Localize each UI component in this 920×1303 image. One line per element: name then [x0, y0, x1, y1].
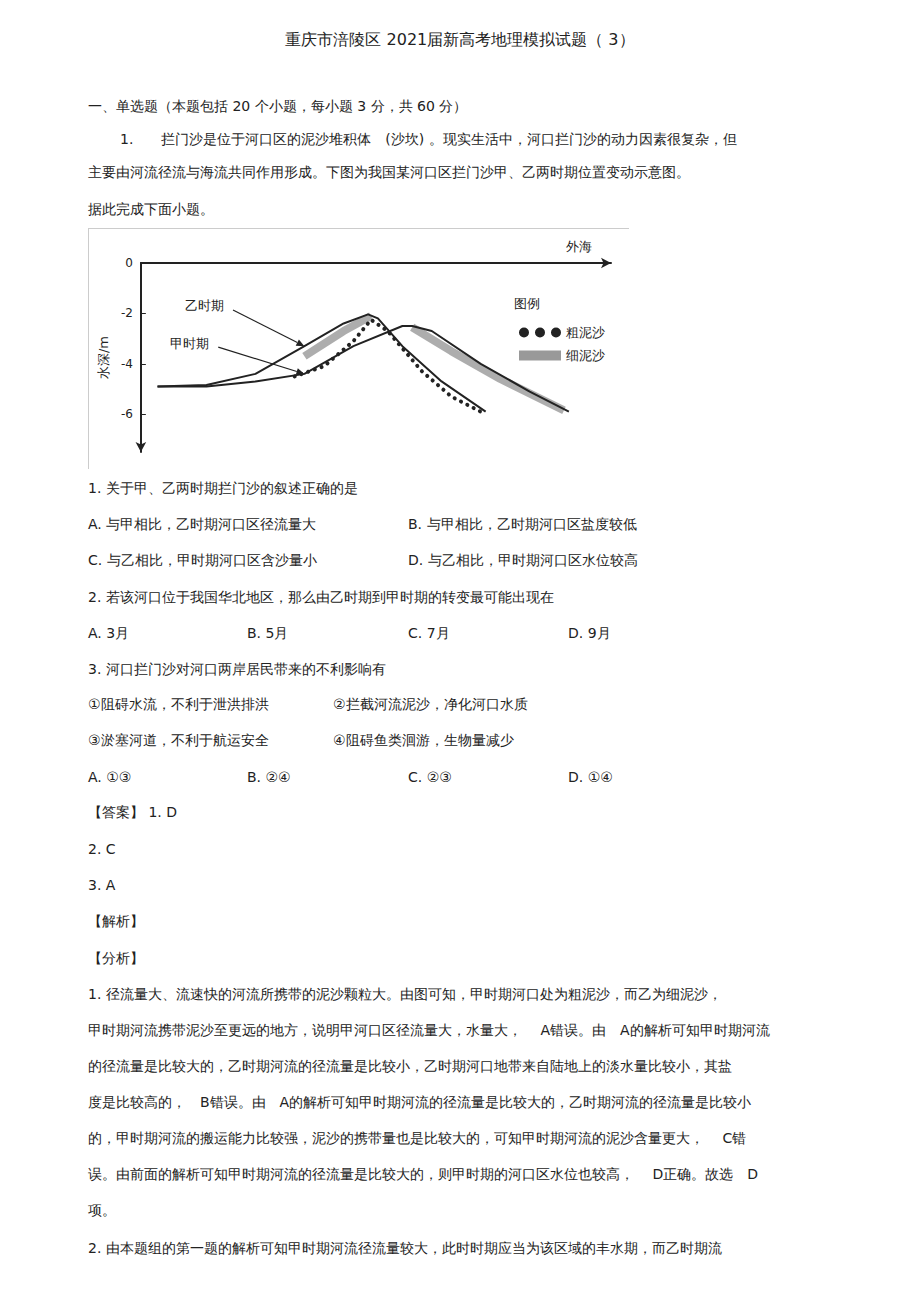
html-text:②拦截河流泥沙，净化河口水质: ②拦截河流泥沙，净化河口水质 [333, 696, 528, 712]
html-text:度是比较高的， B错误。由 A的解析可知甲时期河流的径流量是: 度是比较高的， B错误。由 A的解析可知甲时期河流的径流量是比较大的，乙时期河流… [88, 1094, 752, 1110]
html-text:B. 与甲相比，乙时期河口区盐度较低: B. 与甲相比，乙时期河口区盐度较低 [408, 516, 637, 532]
svg-text:-2: -2 [121, 306, 133, 320]
html-text:2. 若该河口位于我国华北地区，那么由乙时期到甲时期的转变最: 2. 若该河口位于我国华北地区，那么由乙时期到甲时期的转变最可能出现在 [88, 589, 554, 605]
html-text:A. ①③: A. ①③ [88, 769, 132, 785]
html-text:C. 与乙相比，甲时期河口区含沙量小: C. 与乙相比，甲时期河口区含沙量小 [88, 552, 317, 568]
html-text:【解析】: 【解析】 [88, 913, 144, 929]
html-text:D. 9月: D. 9月 [568, 625, 611, 641]
html-text:D. ①④: D. ①④ [568, 769, 613, 785]
html-text:①阻碍水流，不利于泄洪排洪: ①阻碍水流，不利于泄洪排洪 [88, 696, 269, 712]
html-text:1. 径流量大、流速快的河流所携带的泥沙颗粒大。由图可知，甲: 1. 径流量大、流速快的河流所携带的泥沙颗粒大。由图可知，甲时期河口处为粗泥沙，… [88, 986, 722, 1002]
html-text:一、单选题（本题包括 20 个小题，每小题 3 分，共 60: 一、单选题（本题包括 20 个小题，每小题 3 分，共 60 分） [88, 98, 468, 114]
html-text:D. 与乙相比，甲时期河口区水位较高: D. 与乙相比，甲时期河口区水位较高 [408, 552, 638, 568]
html-text:2. 由本题组的第一题的解析可知甲时期河流径流量较大，此时时: 2. 由本题组的第一题的解析可知甲时期河流径流量较大，此时时期应当为该区域的丰水… [88, 1240, 722, 1256]
svg-text:甲时期: 甲时期 [170, 336, 209, 351]
html-text:③淤塞河道，不利于航运安全: ③淤塞河道，不利于航运安全 [88, 732, 269, 748]
html-text:1. 关于甲、乙两时期拦门沙的叙述正确的是: 1. 关于甲、乙两时期拦门沙的叙述正确的是 [88, 480, 358, 496]
html-text:B. 5月: B. 5月 [247, 625, 289, 641]
html-text:2. C: 2. C [88, 841, 116, 857]
html-text:【分析】: 【分析】 [88, 950, 144, 966]
html-text:C. 7月: C. 7月 [408, 625, 450, 641]
html-text:1. 拦门沙是位于河口区的泥沙堆积体 (沙坎) 。现实生活中: 1. 拦门沙是位于河口区的泥沙堆积体 (沙坎) 。现实生活中，河口拦门沙的动力因… [120, 131, 737, 147]
svg-text:细泥沙: 细泥沙 [566, 348, 605, 363]
html-text:甲时期河流携带泥沙至更远的地方，说明甲河口区径流量大，水量大: 甲时期河流携带泥沙至更远的地方，说明甲河口区径流量大，水量大， A错误。由 A的… [88, 1022, 770, 1038]
html-text:【答案】 1. D: 【答案】 1. D [88, 804, 177, 820]
svg-text:-4: -4 [121, 357, 133, 371]
html-text:误。由前面的解析可知甲时期河流的径流量是比较大的，则甲时期的: 误。由前面的解析可知甲时期河流的径流量是比较大的，则甲时期的河口区水位也较高， … [88, 1166, 758, 1182]
html-text:A. 3月: A. 3月 [88, 625, 130, 641]
html-text:主要由河流径流与海流共同作用形成。下图为我国某河口区拦门沙甲: 主要由河流径流与海流共同作用形成。下图为我国某河口区拦门沙甲、乙两时期位置变动示… [88, 164, 690, 180]
html-text:3. A: 3. A [88, 877, 116, 893]
svg-text:外海: 外海 [566, 239, 592, 254]
html-text:④阻碍鱼类洄游，生物量减少: ④阻碍鱼类洄游，生物量减少 [333, 732, 514, 748]
svg-text:0: 0 [125, 256, 133, 270]
html-text:重庆市涪陵区 2021届新高考地理模拟试题（ 3）: 重庆市涪陵区 2021届新高考地理模拟试题（ 3） [285, 30, 635, 49]
html-text:的径流量是比较大的，乙时期河流的径流量是比较小，乙时期河口地: 的径流量是比较大的，乙时期河流的径流量是比较小，乙时期河口地带来自陆地上的淡水量… [88, 1058, 732, 1074]
html-text:据此完成下面小题。: 据此完成下面小题。 [88, 201, 214, 217]
html-text:A. 与甲相比，乙时期河口区径流量大: A. 与甲相比，乙时期河口区径流量大 [88, 516, 317, 532]
html-text:B. ②④: B. ②④ [247, 769, 291, 785]
svg-text:-6: -6 [121, 407, 133, 421]
html-text:C. ②③: C. ②③ [408, 769, 452, 785]
svg-text:粗泥沙: 粗泥沙 [566, 325, 605, 340]
html-text:项。: 项。 [88, 1202, 116, 1218]
svg-text:图例: 图例 [514, 296, 540, 311]
html-text:3. 河口拦门沙对河口两岸居民带来的不利影响有: 3. 河口拦门沙对河口两岸居民带来的不利影响有 [88, 661, 386, 677]
html-text:的，甲时期河流的搬运能力比较强，泥沙的携带量也是比较大的，可: 的，甲时期河流的搬运能力比较强，泥沙的携带量也是比较大的，可知甲时期河流的泥沙含… [88, 1130, 747, 1146]
svg-text:乙时期: 乙时期 [185, 298, 224, 313]
svg-text:水深/m: 水深/m [96, 336, 111, 379]
